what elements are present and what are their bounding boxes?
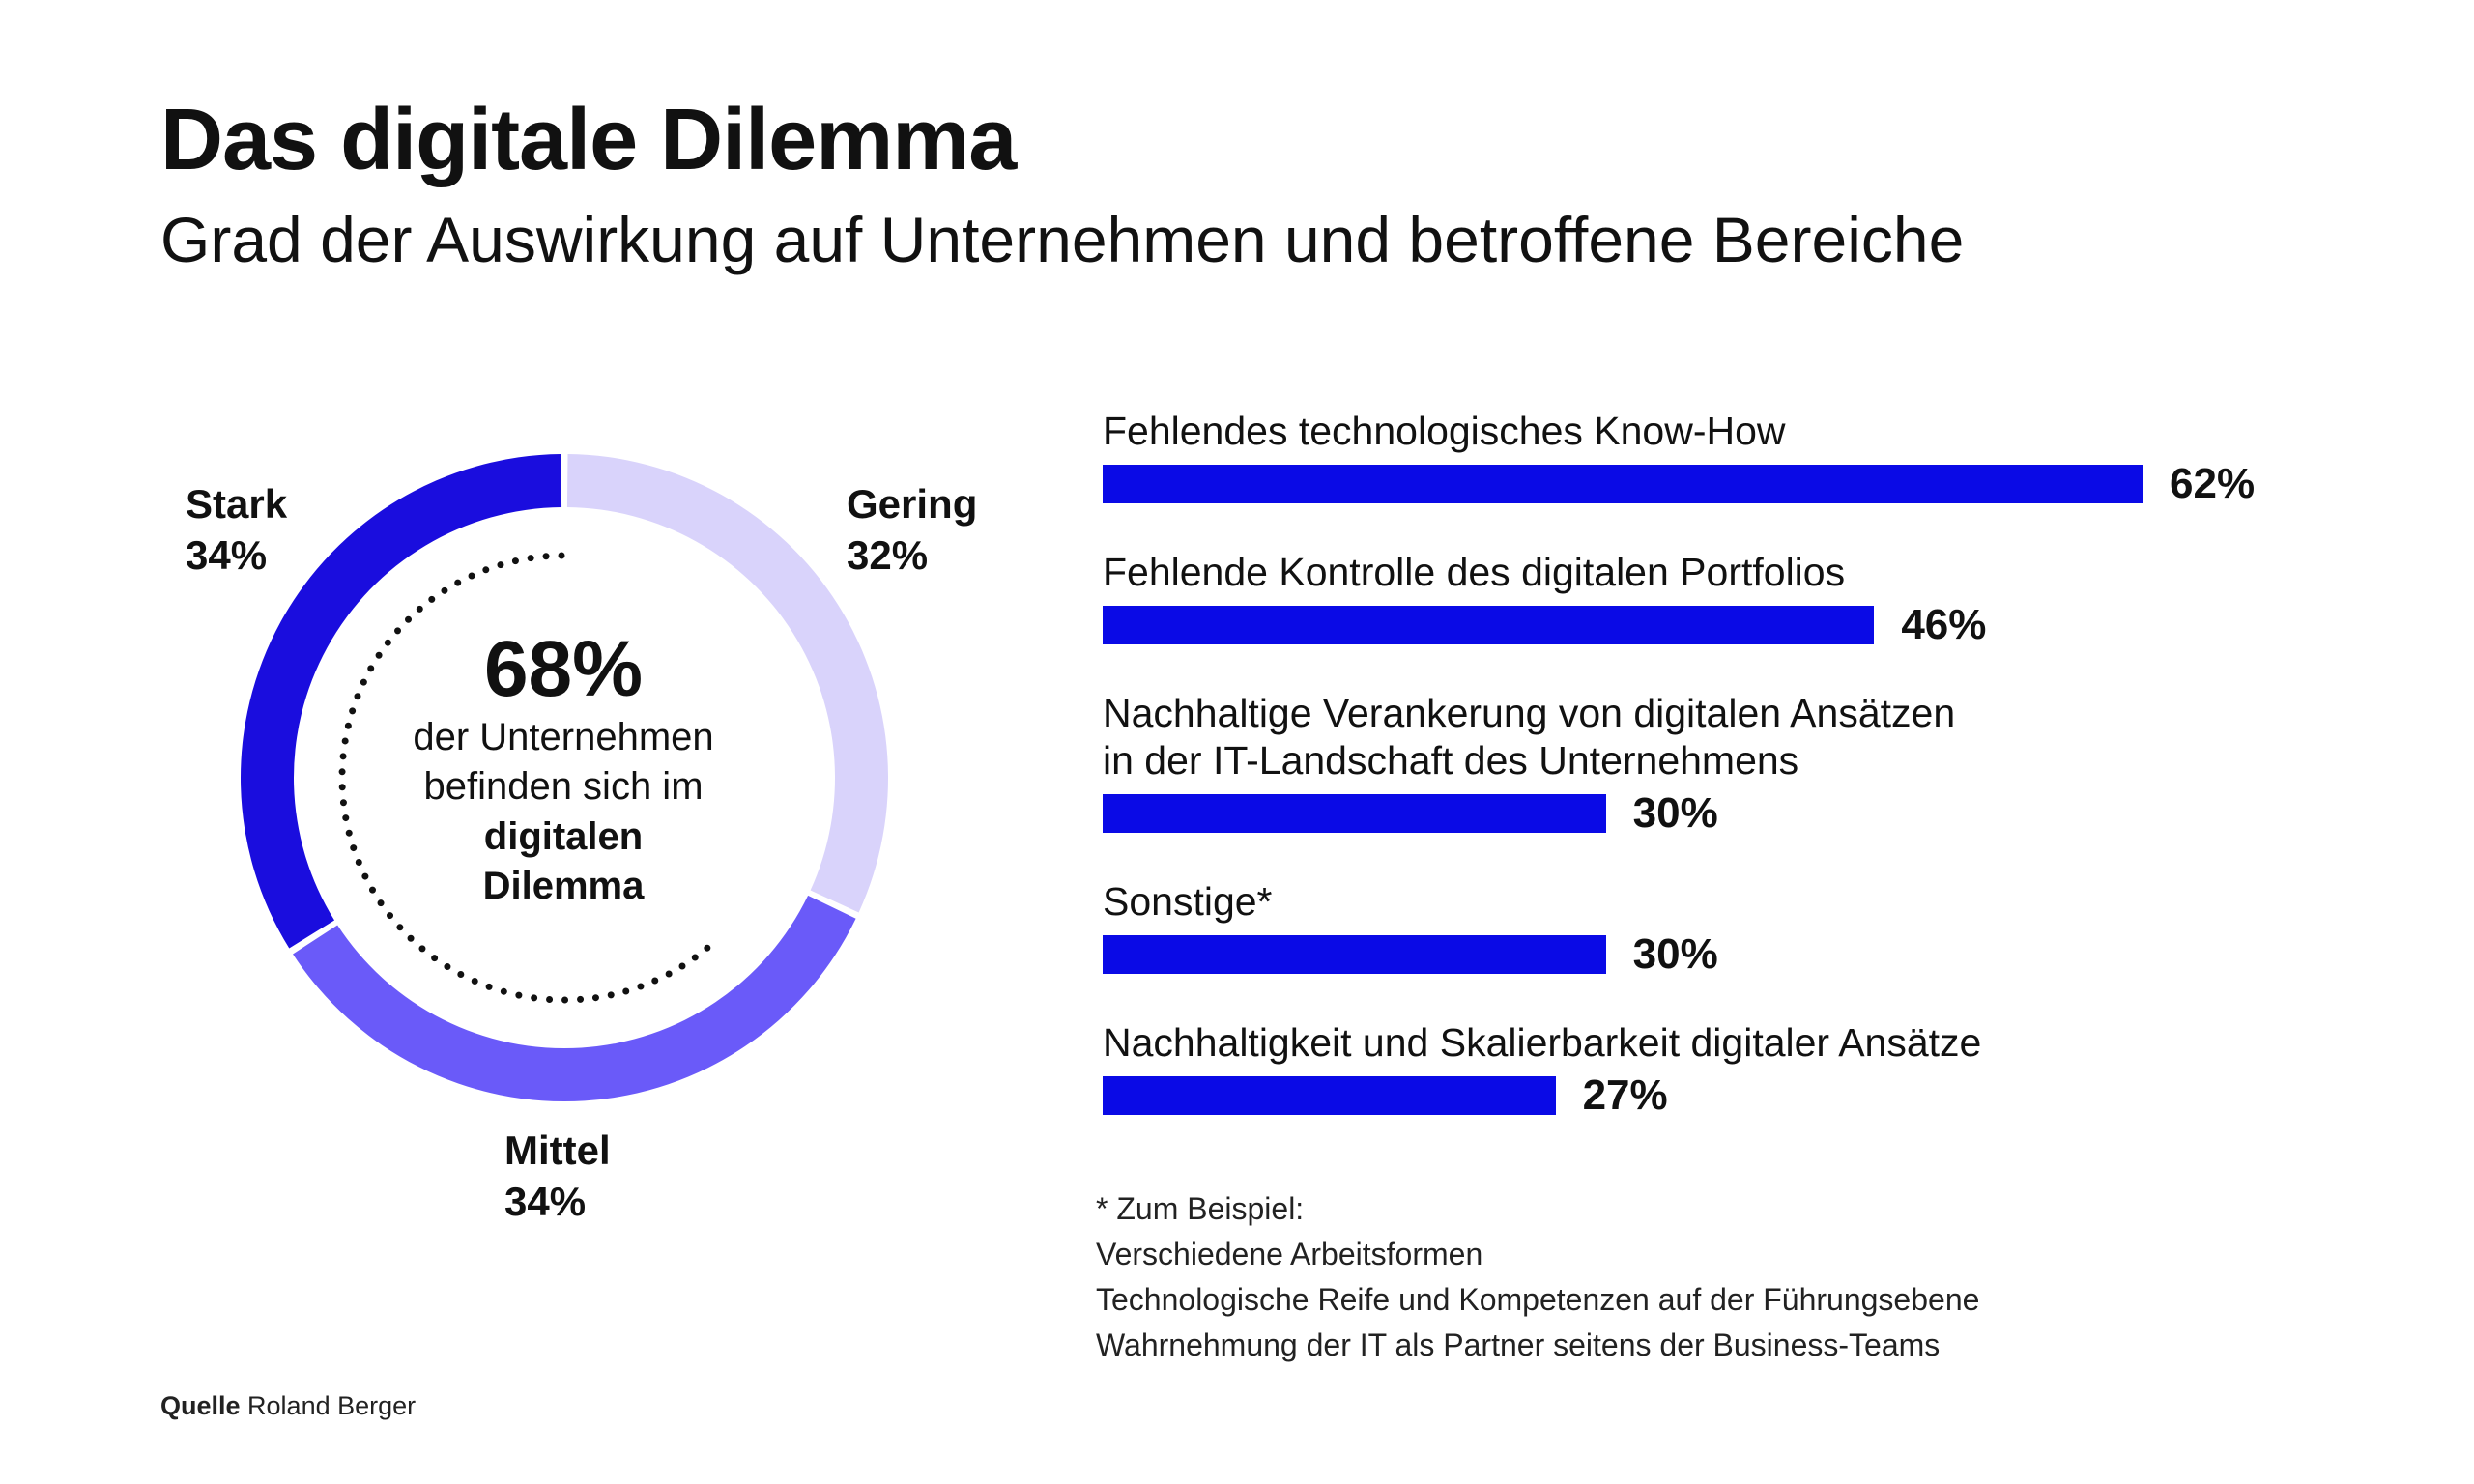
footnote: * Zum Beispiel: Verschiedene Arbeitsform… xyxy=(1096,1186,1979,1368)
bar-value-kontrolle: 46% xyxy=(1901,601,1987,648)
source-key: Quelle xyxy=(160,1391,241,1420)
bar-kontrolle xyxy=(1103,606,1875,644)
bar-value-know-how: 62% xyxy=(2170,460,2256,507)
source-note: Quelle Roland Berger xyxy=(160,1391,416,1421)
footnote-line-0: * Zum Beispiel: xyxy=(1096,1191,1305,1226)
bar-item-kontrolle: Fehlende Kontrolle des digitalen Portfol… xyxy=(1103,549,2378,648)
bar-item-skalierbarkeit: Nachhaltigkeit und Skalierbarkeit digita… xyxy=(1103,1019,2378,1119)
bar-label-verankerung-line-1: Nachhaltige Verankerung von digitalen An… xyxy=(1103,691,1956,735)
bar-item-sonstige: Sonstige* 30% xyxy=(1103,878,2378,978)
donut-category-stark: Stark xyxy=(186,481,288,527)
bar-verankerung xyxy=(1103,794,1606,833)
bar-value-sonstige: 30% xyxy=(1632,930,1718,978)
bar-label-skalierbarkeit: Nachhaltigkeit und Skalierbarkeit digita… xyxy=(1103,1020,1982,1065)
chart-title: Das digitale Dilemma xyxy=(160,92,1017,188)
bar-sonstige xyxy=(1103,935,1606,974)
donut-label-gering: Gering 32% xyxy=(847,479,977,581)
bar-value-skalierbarkeit: 27% xyxy=(1582,1071,1668,1119)
footnote-line-2: Technologische Reife und Kompetenzen auf… xyxy=(1096,1282,1980,1317)
bar-label-kontrolle: Fehlende Kontrolle des digitalen Portfol… xyxy=(1103,550,1846,594)
bar-label-know-how: Fehlendes technologisches Know-How xyxy=(1103,409,1786,453)
bar-skalierbarkeit xyxy=(1103,1076,1556,1115)
center-line-3: digitalen xyxy=(483,814,644,858)
donut-category-gering: Gering xyxy=(847,481,978,527)
bar-item-verankerung: Nachhaltige Verankerung von digitalen An… xyxy=(1103,690,2378,837)
donut-center-text: 68% der Unternehmen befinden sich im dig… xyxy=(370,625,757,911)
donut-value-gering: 32% xyxy=(847,531,929,578)
bar-know-how xyxy=(1103,465,2143,503)
footnote-line-3: Wahrnehmung der IT als Partner seitens d… xyxy=(1096,1327,1941,1362)
donut-slice-mittel xyxy=(293,895,856,1101)
center-line-4: Dilemma xyxy=(482,864,645,907)
donut-value-stark: 34% xyxy=(186,531,268,578)
donut-value-mittel: 34% xyxy=(504,1178,587,1224)
chart-subtitle: Grad der Auswirkung auf Unternehmen und … xyxy=(160,204,1965,275)
center-line-1: der Unternehmen xyxy=(413,716,714,759)
source-value: Roland Berger xyxy=(247,1391,417,1420)
bar-label-verankerung-line-2: in der IT-Landschaft des Unternehmens xyxy=(1103,738,1799,783)
donut-label-mittel: Mittel 34% xyxy=(504,1126,611,1227)
donut-category-mittel: Mittel xyxy=(504,1127,611,1173)
center-line-2: befinden sich im xyxy=(423,765,704,809)
bar-label-sonstige: Sonstige* xyxy=(1103,879,1273,924)
center-percentage: 68% xyxy=(483,625,644,713)
bar-item-know-how: Fehlendes technologisches Know-How 62% xyxy=(1103,408,2378,507)
footnote-line-1: Verschiedene Arbeitsformen xyxy=(1096,1237,1483,1271)
donut-label-stark: Stark 34% xyxy=(186,479,287,581)
bar-value-verankerung: 30% xyxy=(1632,789,1718,837)
